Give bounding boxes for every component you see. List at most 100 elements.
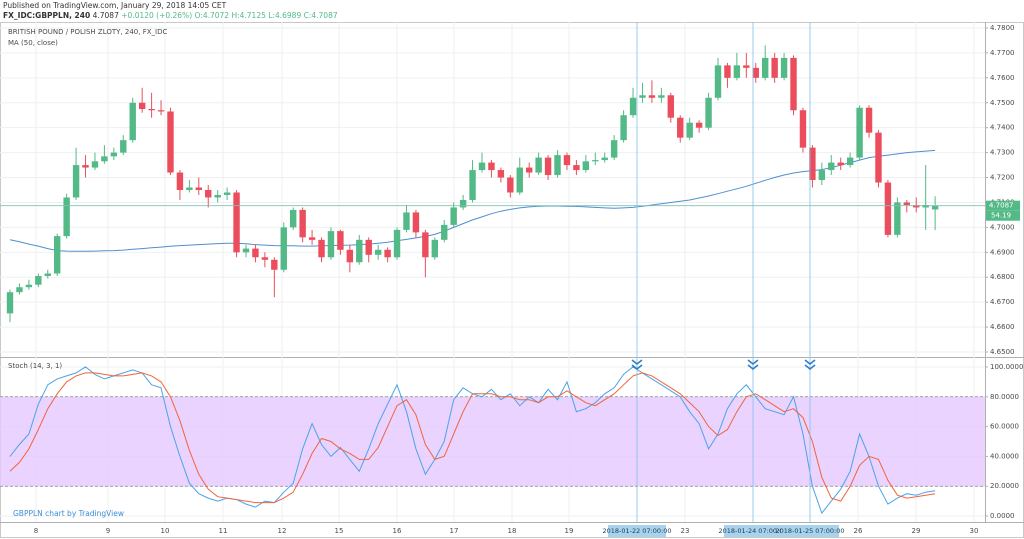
- candle-body: [223, 192, 231, 195]
- last-price-box: [986, 200, 1020, 211]
- candle-body: [913, 204, 920, 208]
- low: L:4.6989: [268, 11, 302, 20]
- candle-body: [412, 212, 420, 233]
- candle-body: [828, 162, 835, 171]
- candle-body: [346, 249, 354, 263]
- volume-box: [986, 210, 1020, 221]
- y-tick-label: 4.6600: [990, 323, 1015, 331]
- candle-body: [129, 102, 136, 141]
- pane-title: Stoch (14, 3, 1): [8, 362, 62, 370]
- x-tick-label: 11: [219, 527, 228, 535]
- marker-date-box: [724, 525, 782, 537]
- watermark: GBPPLN chart by TradingView: [13, 509, 124, 518]
- candle-body: [695, 122, 703, 128]
- candle-body: [308, 237, 316, 240]
- candle-body: [639, 95, 646, 98]
- open: O:4.7072: [194, 11, 230, 20]
- candle-body: [582, 161, 590, 171]
- y-tick-label: 80.0000: [990, 393, 1019, 401]
- marker-chevron: [631, 359, 643, 371]
- candle-body: [54, 236, 61, 274]
- marker-chevron: [804, 359, 816, 371]
- x-tick-label: 23: [681, 527, 690, 535]
- quote-line: FX_IDC:GBPPLN, 240 4.7087 +0.0120 (+0.26…: [3, 11, 338, 21]
- x-tick-label: 15: [335, 527, 344, 535]
- candle-body: [450, 207, 457, 225]
- candle-body: [856, 107, 863, 158]
- candle-body: [894, 202, 901, 235]
- candle-body: [374, 249, 382, 255]
- candle-body: [488, 162, 495, 171]
- published: Published on TradingView.com, January 29…: [3, 1, 227, 10]
- candle-body: [72, 165, 80, 198]
- volume-label: 54.19: [991, 212, 1011, 220]
- candle-body: [280, 227, 287, 270]
- candle-body: [233, 192, 240, 253]
- candle-body: [922, 204, 929, 208]
- candle-body: [214, 194, 221, 198]
- candle-body: [25, 284, 33, 288]
- y-tick-label: 40.0000: [990, 452, 1019, 460]
- candle-body: [724, 65, 731, 78]
- x-tick-label: 30: [970, 527, 979, 535]
- candle-body: [299, 209, 306, 238]
- candle-body: [714, 65, 722, 98]
- candle-body: [35, 275, 42, 285]
- candle-body: [931, 205, 939, 210]
- last-price-label: 4.7087: [989, 202, 1014, 210]
- y-tick-label: 4.6800: [990, 273, 1015, 281]
- candle-body: [186, 187, 193, 190]
- marker-date-label: 2018-01-25 07:00:00: [775, 527, 844, 535]
- candle-body: [507, 177, 514, 193]
- y-tick-label: 4.7800: [990, 24, 1015, 32]
- candle-body: [752, 67, 759, 78]
- y-tick-label: 20.0000: [990, 482, 1019, 490]
- candle-body: [393, 229, 401, 258]
- x-tick-label: 17: [450, 527, 459, 535]
- candle-body: [658, 95, 665, 98]
- y-tick-label: 4.7300: [990, 149, 1015, 157]
- change: +0.0120 (+0.26%): [121, 11, 193, 20]
- marker-date-label: 2018-01-24 07:00:00: [718, 527, 787, 535]
- candle-body: [837, 162, 844, 166]
- x-tick-label: 9: [106, 527, 110, 535]
- x-tick-label: 12: [278, 527, 287, 535]
- candle-body: [459, 199, 467, 208]
- candle-body: [469, 170, 476, 200]
- candle-body: [441, 224, 448, 240]
- y-tick-label: 0.0000: [990, 512, 1015, 520]
- candle-body: [327, 231, 335, 258]
- candle-body: [110, 152, 118, 157]
- candle-body: [63, 197, 70, 237]
- candle-body: [497, 170, 505, 178]
- band-fill: [0, 396, 985, 487]
- candle-body: [903, 202, 910, 205]
- candle-body: [422, 232, 429, 258]
- candle-body: [478, 162, 486, 171]
- candle-body: [157, 110, 165, 112]
- x-tick-label: 8: [34, 527, 38, 535]
- candle-body: [252, 248, 259, 258]
- y-tick-label: 60.0000: [990, 423, 1019, 431]
- x-tick-label: 29: [912, 527, 921, 535]
- candle-body: [516, 167, 523, 193]
- marker-chevron: [747, 359, 759, 371]
- ma-line: [9, 149, 936, 252]
- candle-body: [610, 140, 618, 158]
- candle-body: [884, 182, 892, 235]
- candle-body: [16, 287, 23, 293]
- candle-body: [743, 65, 750, 68]
- y-tick-label: 4.7700: [990, 49, 1015, 57]
- candle-body: [846, 157, 854, 166]
- candle-body: [780, 57, 788, 78]
- candle-body: [82, 165, 89, 168]
- x-tick-label: 18: [508, 527, 517, 535]
- candle-body: [554, 155, 561, 176]
- candle-body: [875, 132, 882, 183]
- candle-body: [535, 157, 542, 173]
- candle-body: [686, 122, 693, 138]
- candle-body: [91, 161, 99, 168]
- close: C:4.7087: [303, 11, 338, 20]
- y-tick-label: 4.7500: [990, 99, 1015, 107]
- candle-body: [365, 239, 372, 255]
